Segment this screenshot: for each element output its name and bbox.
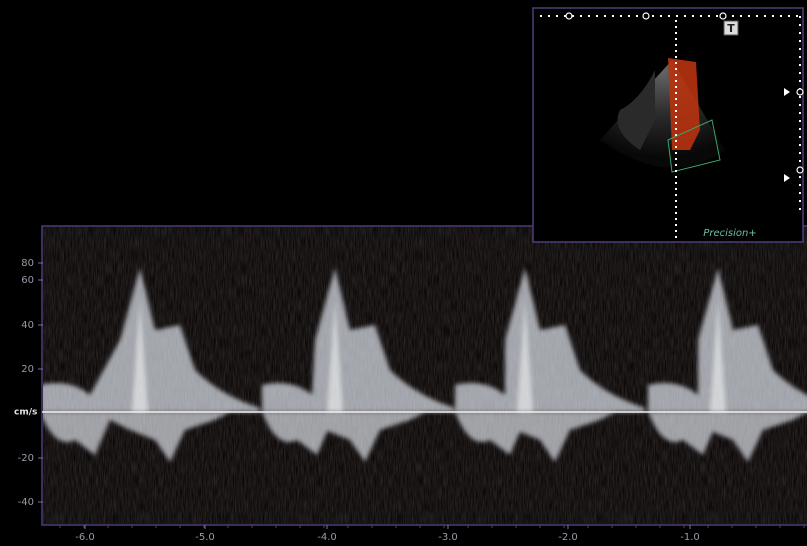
badge-box: [723, 20, 739, 36]
badge: T: [727, 22, 735, 35]
color-flow: [668, 58, 700, 150]
velocity-tick-label: 80: [21, 258, 34, 269]
axes: 80 60 40 20 -20 -40 -6.0 -5.0 -4.0 -3.0 -2.0 -1.0: [18, 258, 805, 543]
velocity-tick-label: -40: [18, 497, 34, 508]
velocity-tick-label: 60: [21, 275, 34, 286]
color-box: [667, 119, 721, 173]
time-tick-label: -2.0: [558, 532, 578, 543]
velocity-tick-label: 40: [21, 320, 34, 331]
time-tick-label: -4.0: [317, 532, 337, 543]
speckle: [43, 227, 807, 524]
doppler-spectrum: [43, 227, 807, 524]
markers: [565, 12, 804, 174]
chamber: [617, 70, 655, 150]
unit-label: cm/s: [14, 408, 37, 418]
time-tick-label: -5.0: [195, 532, 215, 543]
time-tick-label: -3.0: [438, 532, 458, 543]
time-tick-label: -1.0: [680, 532, 700, 543]
time-tick-label: -6.0: [75, 532, 95, 543]
velocity-tick-label: 20: [21, 364, 34, 375]
inset-label: Precision+: [703, 228, 756, 239]
velocity-tick-label: -20: [18, 453, 34, 464]
